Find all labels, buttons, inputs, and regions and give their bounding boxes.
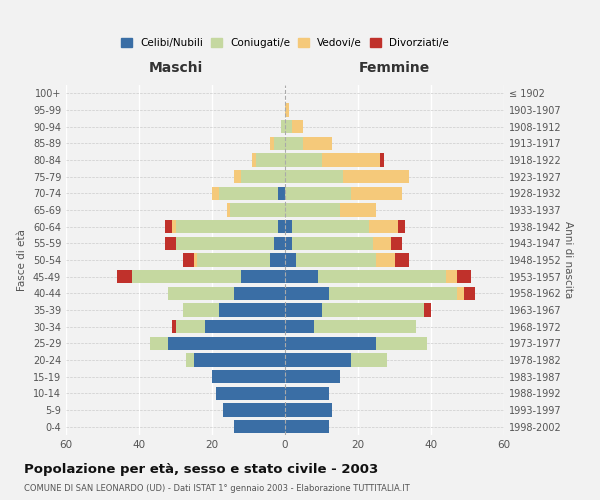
Bar [164, 220, 172, 234]
Bar [252, 154, 256, 166]
Bar [380, 154, 383, 166]
Bar [464, 286, 475, 300]
Bar [373, 236, 391, 250]
Bar [303, 136, 332, 150]
Bar [322, 304, 424, 316]
Bar [285, 270, 318, 283]
Bar [194, 354, 285, 366]
Bar [350, 186, 402, 200]
Bar [220, 186, 278, 200]
Bar [278, 186, 285, 200]
Bar [212, 370, 285, 384]
Bar [376, 336, 427, 350]
Bar [183, 254, 194, 266]
Bar [168, 286, 234, 300]
Bar [285, 370, 340, 384]
Bar [271, 136, 274, 150]
Bar [285, 354, 350, 366]
Bar [172, 320, 176, 334]
Bar [285, 120, 292, 134]
Bar [285, 254, 296, 266]
Y-axis label: Anni di nascita: Anni di nascita [563, 222, 573, 298]
Bar [183, 304, 220, 316]
Bar [292, 236, 373, 250]
Bar [285, 104, 289, 117]
Bar [285, 320, 314, 334]
Bar [285, 136, 303, 150]
Text: Maschi: Maschi [148, 61, 203, 75]
Bar [446, 270, 457, 283]
Bar [187, 354, 194, 366]
Bar [230, 204, 285, 216]
Bar [292, 220, 369, 234]
Bar [318, 270, 446, 283]
Bar [296, 254, 376, 266]
Bar [278, 220, 285, 234]
Bar [285, 220, 292, 234]
Bar [176, 320, 205, 334]
Bar [285, 286, 329, 300]
Bar [285, 420, 329, 434]
Bar [168, 336, 285, 350]
Bar [285, 404, 332, 416]
Bar [223, 404, 285, 416]
Bar [343, 170, 409, 183]
Text: Popolazione per età, sesso e stato civile - 2003: Popolazione per età, sesso e stato civil… [24, 462, 378, 475]
Bar [457, 270, 471, 283]
Bar [285, 386, 329, 400]
Bar [285, 204, 340, 216]
Bar [274, 136, 285, 150]
Bar [227, 204, 230, 216]
Bar [391, 236, 402, 250]
Bar [215, 386, 285, 400]
Bar [271, 254, 285, 266]
Bar [241, 270, 285, 283]
Bar [285, 236, 292, 250]
Bar [285, 304, 322, 316]
Bar [424, 304, 431, 316]
Bar [329, 286, 457, 300]
Bar [281, 120, 285, 134]
Bar [172, 220, 176, 234]
Bar [395, 254, 409, 266]
Bar [398, 220, 406, 234]
Bar [212, 186, 220, 200]
Bar [117, 270, 132, 283]
Legend: Celibi/Nubili, Coniugati/e, Vedovi/e, Divorziati/e: Celibi/Nubili, Coniugati/e, Vedovi/e, Di… [117, 34, 453, 52]
Bar [132, 270, 241, 283]
Bar [274, 236, 285, 250]
Bar [197, 254, 271, 266]
Bar [205, 320, 285, 334]
Bar [164, 236, 176, 250]
Bar [285, 186, 350, 200]
Bar [220, 304, 285, 316]
Bar [350, 354, 387, 366]
Bar [285, 170, 343, 183]
Bar [457, 286, 464, 300]
Bar [234, 170, 241, 183]
Text: Femmine: Femmine [359, 61, 430, 75]
Bar [176, 236, 274, 250]
Bar [176, 220, 278, 234]
Bar [194, 254, 197, 266]
Bar [234, 420, 285, 434]
Bar [322, 154, 380, 166]
Bar [314, 320, 416, 334]
Bar [256, 154, 285, 166]
Bar [369, 220, 398, 234]
Text: COMUNE DI SAN LEONARDO (UD) - Dati ISTAT 1° gennaio 2003 - Elaborazione TUTTITAL: COMUNE DI SAN LEONARDO (UD) - Dati ISTAT… [24, 484, 410, 493]
Bar [340, 204, 376, 216]
Bar [241, 170, 285, 183]
Bar [285, 154, 322, 166]
Bar [150, 336, 168, 350]
Bar [292, 120, 303, 134]
Bar [234, 286, 285, 300]
Bar [376, 254, 395, 266]
Bar [285, 336, 376, 350]
Y-axis label: Fasce di età: Fasce di età [17, 229, 27, 291]
